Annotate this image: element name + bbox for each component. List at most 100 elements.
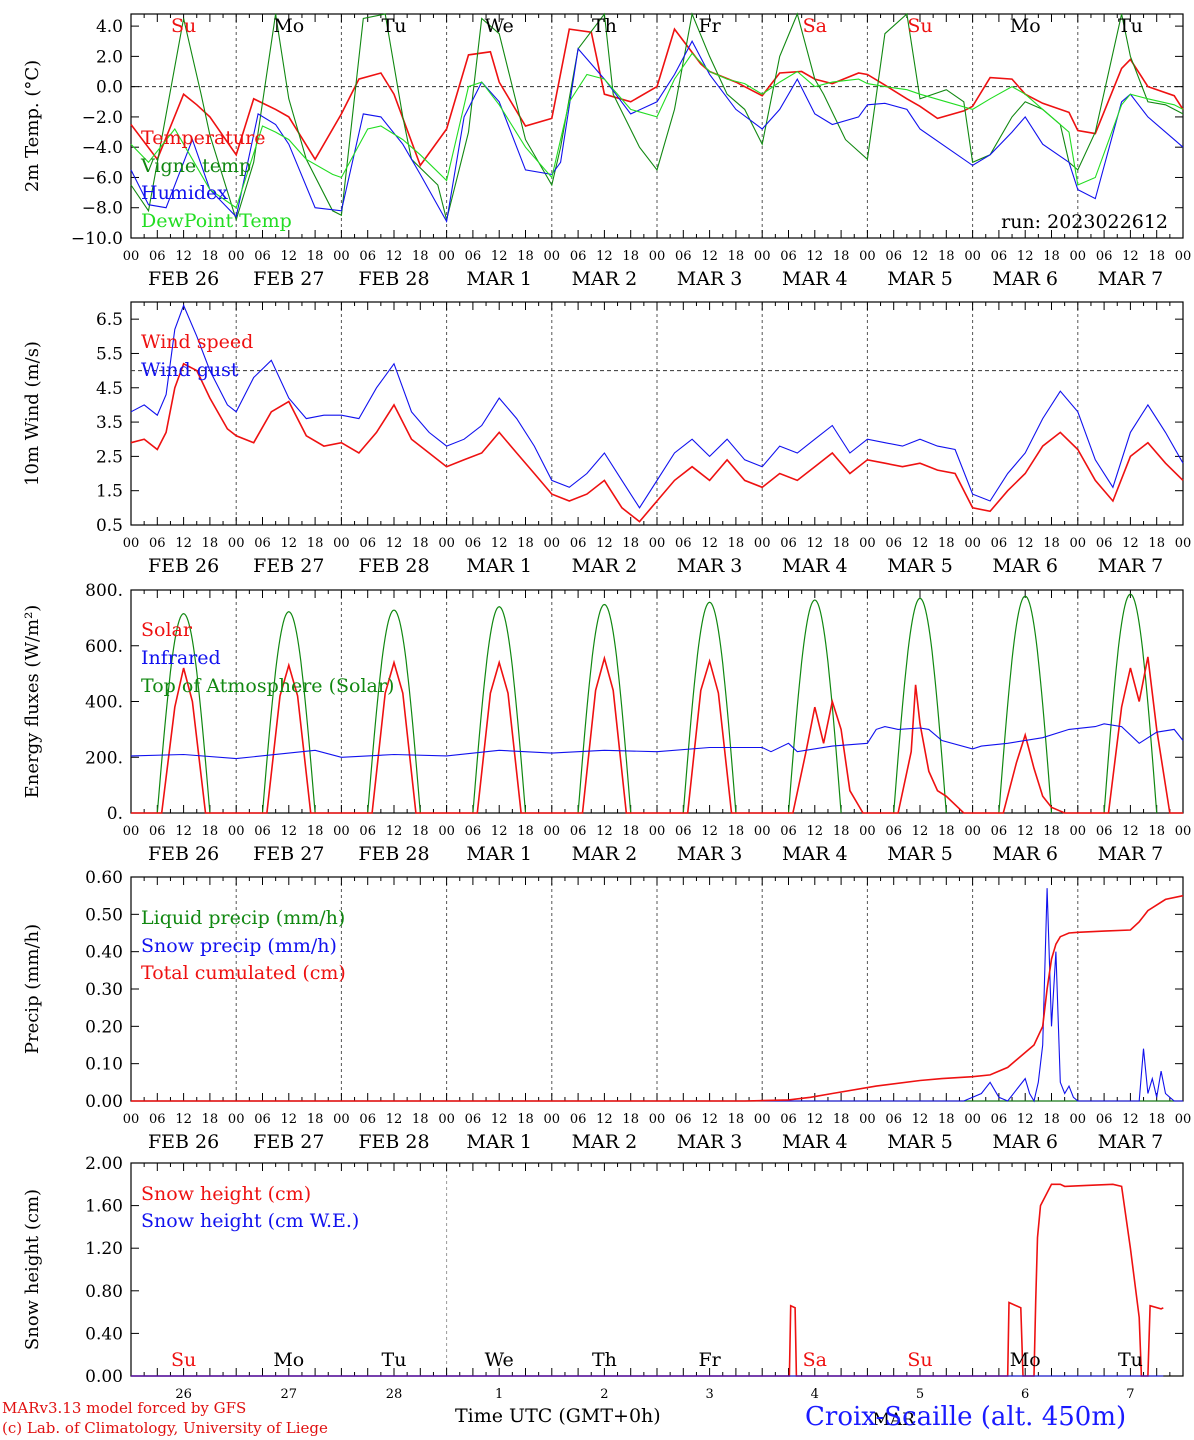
panel-3-hour-label: 06: [570, 1112, 587, 1127]
panel-1-hour-label: 06: [991, 536, 1008, 551]
panel-0-date-label: MAR 5: [887, 268, 953, 290]
panel-3-ytick-label: 0.00: [85, 1092, 123, 1112]
panel-2-hour-label: 12: [807, 824, 824, 839]
panel-1-date-label: FEB 28: [358, 555, 429, 577]
lab-credit: (c) Lab. of Climatology, University of L…: [2, 1419, 328, 1437]
panel-2-toa-solar-curve: [893, 597, 947, 814]
panel-3-hour-label: 00: [754, 1112, 771, 1127]
panel-3-date-label: MAR 3: [677, 1131, 743, 1153]
panel-4-ytick-label: 1.60: [85, 1197, 123, 1217]
snow-weekday-label: Th: [592, 1349, 617, 1371]
snow-day-number: 26: [175, 1387, 192, 1402]
panel-2-hour-label: 12: [701, 824, 718, 839]
panel-1-legend-label: Wind gust: [141, 359, 239, 381]
panel-3-hour-label: 12: [1017, 1112, 1034, 1127]
panel-1-hour-label: 12: [1017, 536, 1034, 551]
panel-1-ytick-label: 2.5: [96, 447, 123, 467]
panel-2-hour-label: 18: [622, 824, 639, 839]
panel-2-toa-solar-curve: [1103, 593, 1158, 814]
panel-4-legend-label: Snow height (cm): [141, 1183, 311, 1205]
panel-0-hour-label: 06: [1096, 249, 1113, 264]
panel-3-ytick-label: 0.60: [85, 868, 123, 888]
panel-3-date-label: FEB 27: [253, 1131, 324, 1153]
panel-3-hour-label: 18: [622, 1112, 639, 1127]
panel-4-legend-label: Snow height (cm W.E.): [141, 1210, 359, 1232]
panel-2-hour-label: 12: [1017, 824, 1034, 839]
panel-2-series-line: [130, 723, 1184, 760]
weekday-label: Tu: [1118, 15, 1143, 37]
panel-0-date-label: MAR 2: [572, 268, 638, 290]
panel-1-hour-label: 00: [333, 536, 350, 551]
panel-0-ytick-label: −10.0: [71, 229, 123, 249]
panel-0-legend-label: Vigne temp: [140, 155, 251, 177]
panel-0-hour-label: 00: [754, 249, 771, 264]
panel-0-hour-label: 12: [175, 249, 192, 264]
snow-weekday-label: Tu: [1118, 1349, 1143, 1371]
panel-1-hour-label: 18: [307, 536, 324, 551]
panel-1-hour-label: 00: [123, 536, 140, 551]
panel-0-hour-label: 00: [438, 249, 455, 264]
panel-1-ytick-label: 1.5: [96, 482, 123, 502]
panel-0-hour-label: 18: [412, 249, 429, 264]
panel-0-date-label: MAR 4: [782, 268, 848, 290]
panel-1-date-label: MAR 4: [782, 555, 848, 577]
panel-3-hour-label: 06: [991, 1112, 1008, 1127]
panel-0-series-line: [130, 12, 1184, 222]
panel-0-ytick-label: −4.0: [82, 138, 123, 158]
panel-2-hour-label: 06: [1096, 824, 1113, 839]
snow-day-number: 28: [386, 1387, 403, 1402]
panel-0-hour-label: 18: [622, 249, 639, 264]
panel-2-hour-label: 18: [1043, 824, 1060, 839]
panel-1-ytick-label: 6.5: [96, 310, 123, 330]
panel-2-hour-label: 00: [333, 824, 350, 839]
panel-1-hour-label: 00: [438, 536, 455, 551]
panel-2-date-label: MAR 1: [466, 843, 532, 865]
panel-2-hour-label: 06: [885, 824, 902, 839]
panel-3-hour-label: 12: [807, 1112, 824, 1127]
panel-1-date-label: FEB 26: [148, 555, 219, 577]
panel-3-hour-label: 06: [465, 1112, 482, 1127]
panel-2-toa-solar-curve: [367, 609, 421, 814]
panel-2-ytick-label: 800.: [85, 581, 123, 601]
panel-2-date-label: MAR 7: [1098, 843, 1164, 865]
panel-0-legend-label: Temperature: [141, 127, 265, 149]
panel-3-date-label: MAR 5: [887, 1131, 953, 1153]
snow-weekday-label: Fr: [698, 1349, 721, 1371]
panel-0-hour-label: 12: [1122, 249, 1139, 264]
panel-2-ytick-label: 400.: [85, 693, 123, 713]
snow-day-number: 27: [281, 1387, 298, 1402]
panel-2-hour-label: 00: [754, 824, 771, 839]
weekday-label: Sa: [803, 15, 827, 37]
panel-3-hour-label: 06: [1096, 1112, 1113, 1127]
panel-1-hour-label: 12: [596, 536, 613, 551]
panel-1-date-label: MAR 5: [887, 555, 953, 577]
snow-weekday-label: Tu: [382, 1349, 407, 1371]
snow-day-number: 2: [600, 1387, 608, 1402]
panel-2-date-label: MAR 3: [677, 843, 743, 865]
panel-1-hour-label: 18: [1148, 536, 1165, 551]
panel-3-series-line: [131, 888, 1183, 1103]
snow-weekday-label: Sa: [803, 1349, 827, 1371]
panel-2-hour-label: 00: [438, 824, 455, 839]
panel-3-hour-label: 06: [780, 1112, 797, 1127]
panel-0-hour-label: 00: [123, 249, 140, 264]
panel-1-hour-label: 18: [622, 536, 639, 551]
panel-1-hour-label: 12: [175, 536, 192, 551]
panel-1-hour-label: 12: [807, 536, 824, 551]
panel-0-hour-label: 00: [228, 249, 245, 264]
panel-3-date-label: MAR 1: [466, 1131, 532, 1153]
panel-3-date-label: MAR 2: [572, 1131, 638, 1153]
panel-2-ytick-label: 600.: [85, 637, 123, 657]
panel-0-hour-label: 18: [938, 249, 955, 264]
panel-1-hour-label: 06: [465, 536, 482, 551]
panel-3-hour-label: 18: [833, 1112, 850, 1127]
panel-0-hour-label: 18: [1043, 249, 1060, 264]
panel-1-ytick-label: 3.5: [96, 413, 123, 433]
panel-1-hour-label: 00: [1175, 536, 1192, 551]
panel-1-hour-label: 18: [517, 536, 534, 551]
snow-day-number: 4: [811, 1387, 819, 1402]
panel-1-date-label: MAR 3: [677, 555, 743, 577]
panel-3-hour-label: 12: [491, 1112, 508, 1127]
snow-weekday-label: Mo: [273, 1349, 304, 1371]
panel-2-date-label: MAR 4: [782, 843, 848, 865]
